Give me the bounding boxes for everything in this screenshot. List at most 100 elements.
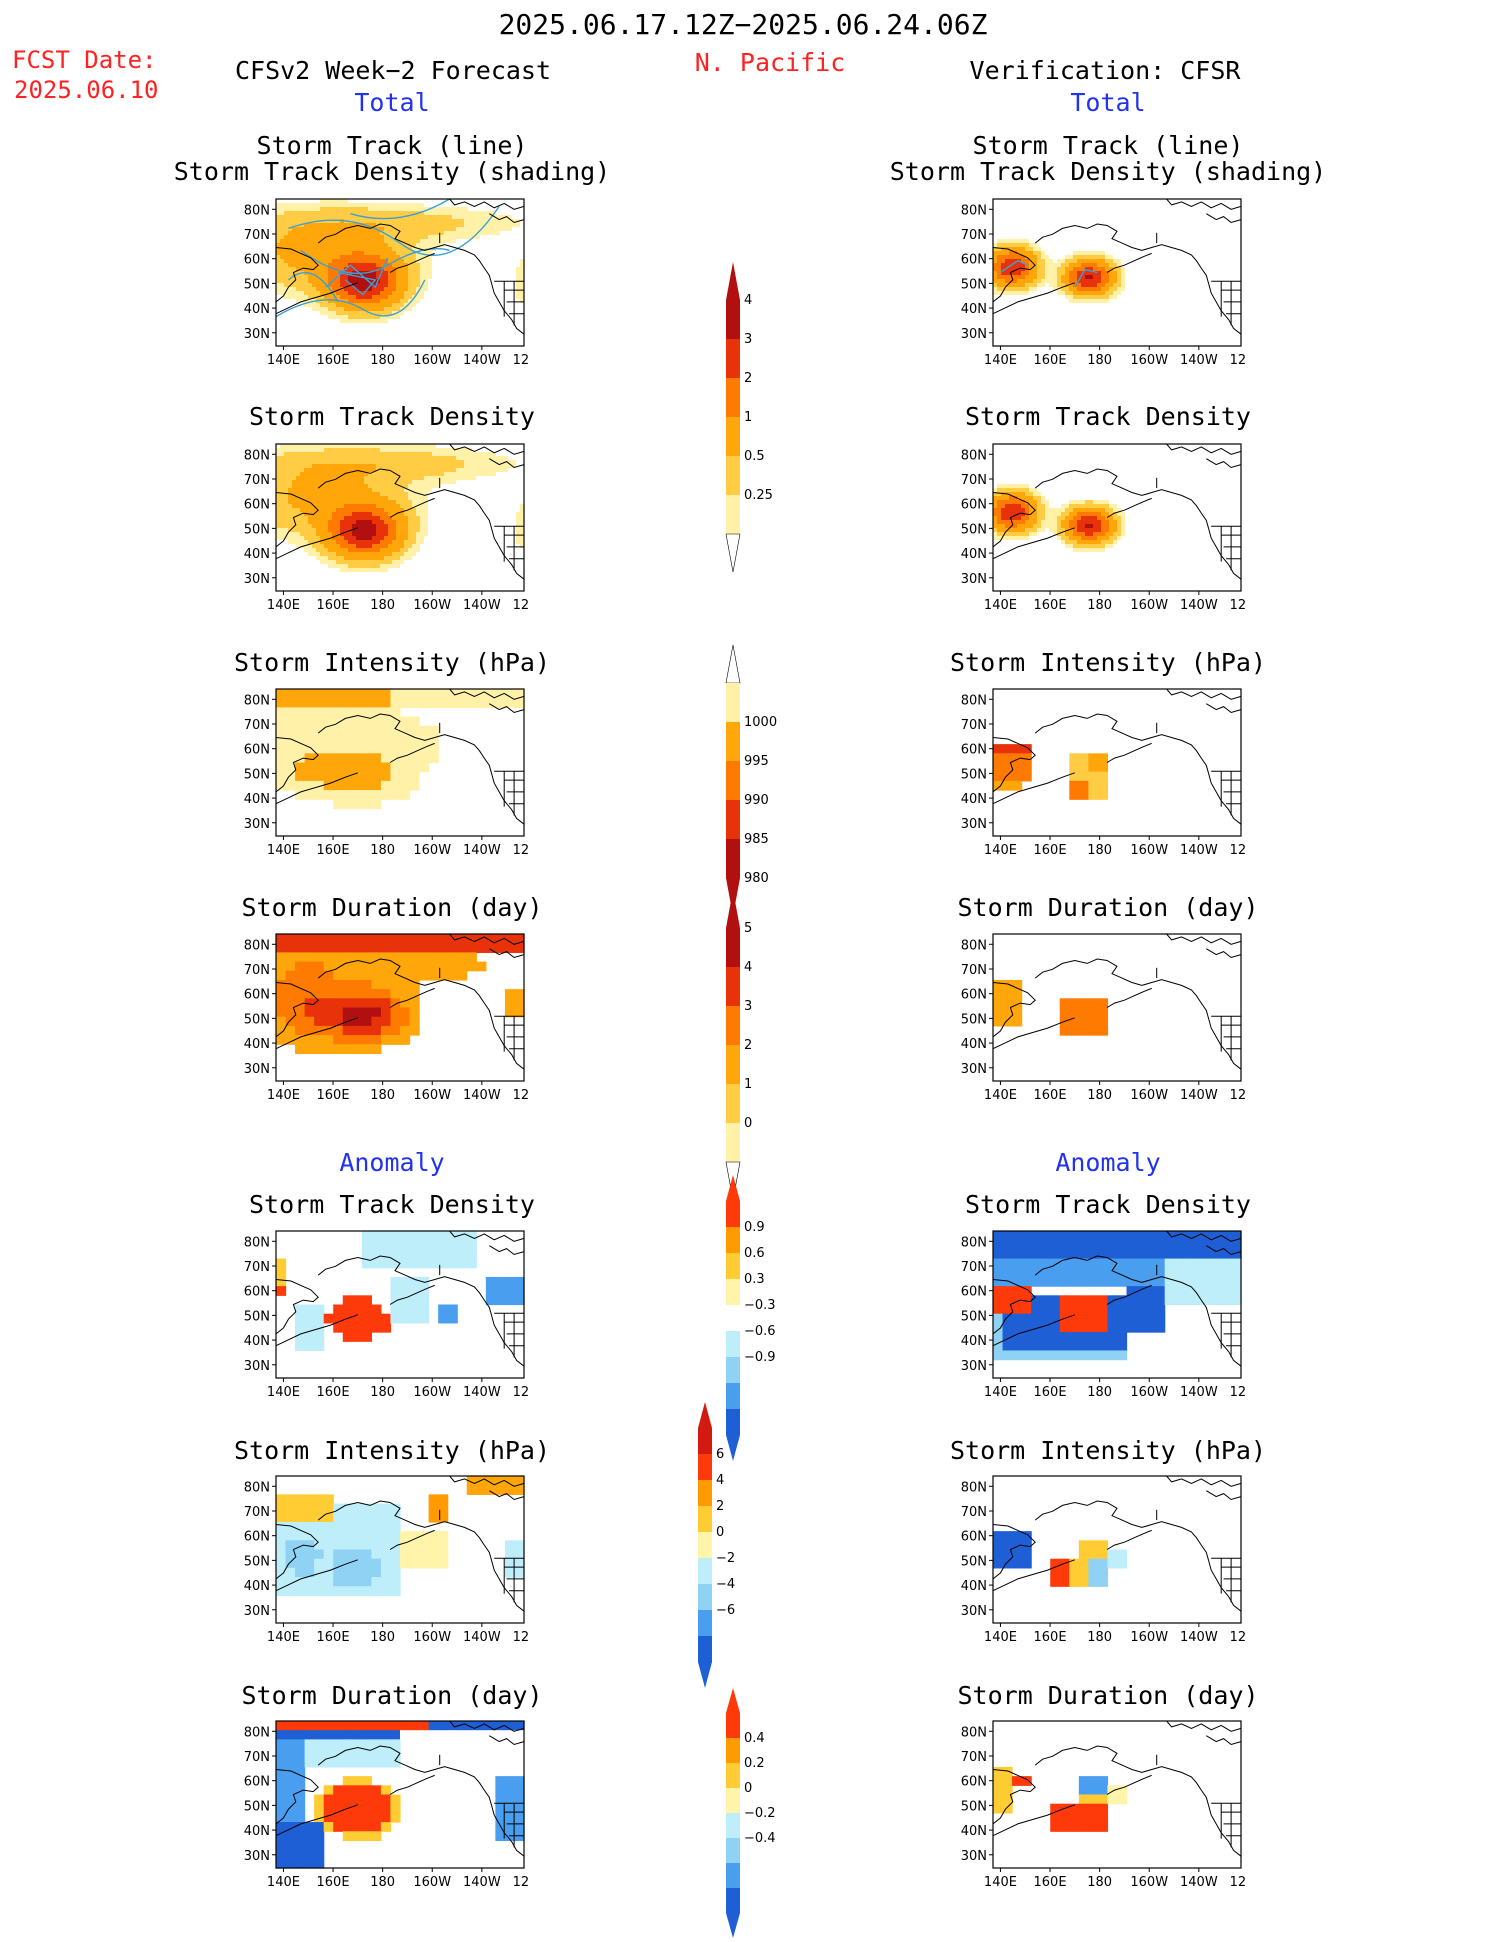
- r1-title-line1: Storm Track (line): [973, 133, 1244, 159]
- lat-label: 30N: [244, 572, 270, 587]
- lon-label: 120W: [513, 598, 528, 613]
- left-anomaly-subtitle: Anomaly: [339, 1148, 444, 1177]
- lon-label: 180: [1087, 598, 1112, 613]
- anom_duration-colorbar-svg: 0.40.20−0.2−0.4: [718, 1688, 798, 1938]
- colorbar-label: 980: [744, 871, 769, 886]
- lat-label: 50N: [961, 277, 987, 292]
- colorbar-label: −2: [716, 1551, 735, 1566]
- lat-label: 50N: [244, 767, 270, 782]
- region-title: N. Pacific: [695, 48, 846, 77]
- l2-title: Storm Track Density: [249, 404, 535, 430]
- r1-map-svg: 80N70N60N50N40N30N140E160E180160W140W120…: [953, 195, 1245, 370]
- lat-label: 50N: [244, 522, 270, 537]
- colorbar-label: 2: [744, 1038, 752, 1053]
- colorbar-label: −0.6: [744, 1324, 776, 1339]
- colorbar-swatch: [726, 1763, 740, 1789]
- lat-label: 50N: [961, 522, 987, 537]
- colorbar-swatch: [698, 1454, 712, 1481]
- lat-label: 30N: [961, 572, 987, 587]
- lon-label: 180: [1087, 353, 1112, 368]
- l4-title: Storm Duration (day): [241, 895, 542, 921]
- lat-label: 60N: [961, 253, 987, 268]
- lat-label: 70N: [244, 718, 270, 733]
- lat-label: 40N: [244, 792, 270, 807]
- colorbar-label: 3: [744, 332, 752, 347]
- left-total-subtitle: Total: [354, 88, 429, 117]
- colorbar-swatch: [726, 1123, 740, 1163]
- colorbar-label: 0.5: [744, 449, 765, 464]
- lat-label: 80N: [244, 203, 270, 218]
- lat-label: 60N: [961, 743, 987, 758]
- lat-label: 80N: [961, 1480, 987, 1495]
- lon-label: 140E: [267, 1630, 300, 1645]
- lat-label: 80N: [961, 1235, 987, 1250]
- l5-map-svg: 80N70N60N50N40N30N140E160E180160W140W120…: [236, 1227, 528, 1402]
- lon-label: 120W: [1230, 1385, 1245, 1400]
- colorbar-swatch: [726, 456, 740, 496]
- lat-label: 60N: [244, 253, 270, 268]
- r2-map-svg: 80N70N60N50N40N30N140E160E180160W140W120…: [953, 440, 1245, 615]
- colorbar-label: 0.2: [744, 1756, 765, 1771]
- map-verification-duration-anomaly: 80N70N60N50N40N30N140E160E180160W140W120…: [953, 1717, 1245, 1892]
- r4-title: Storm Duration (day): [957, 895, 1258, 921]
- colorbar-label: −0.3: [744, 1298, 776, 1313]
- colorbar-swatch: [726, 761, 740, 801]
- lat-label: 40N: [961, 1037, 987, 1052]
- lon-label: 140E: [267, 843, 300, 858]
- lat-label: 50N: [961, 1799, 987, 1814]
- l4-map-svg: 80N70N60N50N40N30N140E160E180160W140W120…: [236, 930, 528, 1105]
- lon-label: 160W: [413, 1630, 451, 1645]
- colorbar-label: 0: [744, 1116, 752, 1131]
- colorbar-swatch: [726, 417, 740, 457]
- lat-label: 40N: [244, 1037, 270, 1052]
- lon-label: 120W: [1230, 1088, 1245, 1103]
- colorbar-swatch: [726, 1331, 740, 1358]
- lon-label: 160E: [1034, 1088, 1067, 1103]
- lat-label: 60N: [244, 498, 270, 513]
- lon-label: 160E: [317, 598, 350, 613]
- lat-label: 30N: [244, 1604, 270, 1619]
- lon-label: 140E: [984, 598, 1017, 613]
- lon-label: 140E: [267, 1385, 300, 1400]
- lat-label: 80N: [244, 1480, 270, 1495]
- right-total-subtitle: Total: [1070, 88, 1145, 117]
- l6-map-svg: 80N70N60N50N40N30N140E160E180160W140W120…: [236, 1472, 528, 1647]
- lon-label: 160E: [317, 1630, 350, 1645]
- lon-label: 180: [370, 353, 395, 368]
- lon-label: 160W: [1130, 1385, 1168, 1400]
- colorbar-swatch: [726, 1305, 740, 1332]
- map-verification-density: 80N70N60N50N40N30N140E160E180160W140W120…: [953, 440, 1245, 615]
- lat-label: 70N: [961, 473, 987, 488]
- map-forecast-density-anomaly: 80N70N60N50N40N30N140E160E180160W140W120…: [236, 1227, 528, 1402]
- lat-label: 50N: [244, 1309, 270, 1324]
- colorbar-swatch: [698, 1558, 712, 1585]
- map-forecast-intensity: 80N70N60N50N40N30N140E160E180160W140W120…: [236, 685, 528, 860]
- lon-label: 140E: [267, 353, 300, 368]
- lat-label: 40N: [244, 1334, 270, 1349]
- map-forecast-intensity-anomaly: 80N70N60N50N40N30N140E160E180160W140W120…: [236, 1472, 528, 1647]
- lat-label: 40N: [244, 1824, 270, 1839]
- lon-label: 160W: [413, 843, 451, 858]
- lon-label: 140E: [984, 1385, 1017, 1400]
- fcst-date-label: FCST Date:: [12, 46, 157, 74]
- l1-map-svg: 80N70N60N50N40N30N140E160E180160W140W120…: [236, 195, 528, 370]
- lon-label: 120W: [513, 843, 528, 858]
- colorbar-label: 1: [744, 410, 752, 425]
- lon-label: 120W: [513, 1630, 528, 1645]
- colorbar-swatch: [726, 1045, 740, 1085]
- r5-title: Storm Track Density: [965, 1192, 1251, 1218]
- colorbar-swatch: [726, 1813, 740, 1839]
- colorbar-swatch: [698, 1584, 712, 1611]
- lat-label: 60N: [961, 988, 987, 1003]
- colorbar-label: −0.4: [744, 1831, 776, 1846]
- lon-label: 120W: [513, 1875, 528, 1890]
- lat-label: 70N: [244, 1505, 270, 1520]
- colorbar-swatch: [726, 1713, 740, 1739]
- colorbar-label: 990: [744, 793, 769, 808]
- r4-map-svg: 80N70N60N50N40N30N140E160E180160W140W120…: [953, 930, 1245, 1105]
- lon-label: 120W: [1230, 353, 1245, 368]
